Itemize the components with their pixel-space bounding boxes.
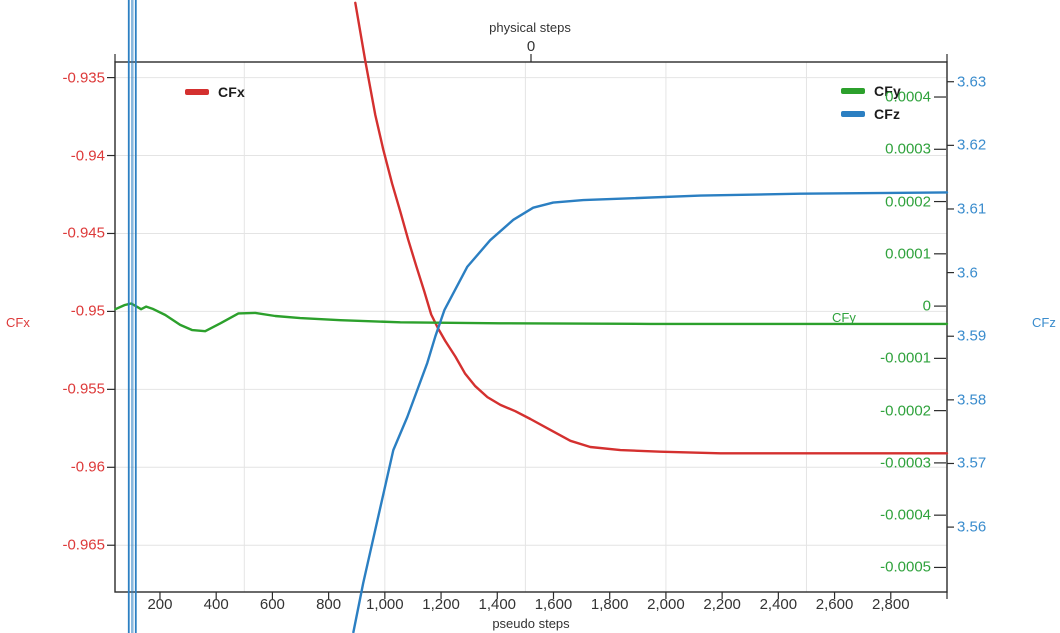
x-tick-label: 1,200 [422,596,460,613]
legend-swatch-cfy [841,88,865,94]
x-tick-label: 400 [203,596,229,613]
cfy-curve-label: CFy [832,310,856,325]
series-cfx-curve [354,1,949,455]
cfz-tick-label: 3.61 [957,200,987,218]
cfx-tick-label: -0.955 [62,380,105,398]
legend-item-cfx[interactable]: CFx [185,84,245,100]
x-tick-label: 1,000 [366,596,404,613]
cfx-tick-label: -0.96 [70,458,105,476]
cfx-tick-label: -0.945 [62,224,105,242]
legend-label-cfz: CFz [874,106,901,122]
x-tick-label: 1,400 [478,596,517,613]
legend-swatch-cfx [185,89,209,95]
legend-swatch-cfz [841,111,865,117]
series-cfy-curve [114,302,949,333]
legend-label-cfy: CFy [874,83,902,99]
cfz-tick-label: 3.63 [957,73,987,91]
x-tick-label: 2,800 [872,596,910,613]
cfy-tick-label: -0.0002 [880,402,931,420]
plot-border [114,61,948,593]
x-tick-label: 1,800 [590,596,629,613]
series-cfz-curve [352,191,949,633]
cfy-tick-label: 0.0002 [885,193,931,211]
top-tick-label: 0 [526,38,536,55]
cfy-tick-label: 0 [922,297,931,315]
cfy-tick-label: 0.0001 [885,245,931,263]
cfy-tick-label: -0.0004 [880,506,931,524]
x-axis-title: pseudo steps [492,616,570,631]
legend-item-cfy[interactable]: CFy [841,83,901,99]
cfz-tick-label: 3.57 [957,454,987,472]
cfz-axis-title: CFz [1032,315,1056,330]
cfx-axis-title: CFx [6,315,30,330]
x-tick-label: 2,200 [703,596,741,613]
x-tick-label: 2,400 [759,596,798,613]
x-tick-label: 800 [316,596,342,613]
x-tick-label: 2,000 [647,596,685,613]
cfy-tick-label: -0.0001 [880,349,931,367]
x-tick-label: 2,600 [815,596,854,613]
cfx-tick-label: -0.95 [70,302,105,320]
cfy-tick-label: 0.0003 [885,140,931,158]
x-tick-label: 600 [259,596,285,613]
cfy-tick-label: 0.0004 [885,88,931,106]
top-axis-title: physical steps [489,20,571,35]
legend-item-cfz[interactable]: CFz [841,106,900,122]
cfz-tick-label: 3.62 [957,136,987,154]
cfy-tick-label: -0.0003 [880,454,931,472]
cfx-tick-label: -0.935 [62,69,105,87]
cfz-tick-label: 3.58 [957,391,987,409]
x-tick-label: 1,600 [534,596,573,613]
cfx-tick-label: -0.965 [62,536,105,554]
cfx-tick-label: -0.94 [70,147,105,165]
cfz-tick-label: 3.56 [957,518,987,536]
cfy-tick-label: -0.0005 [880,558,931,576]
cfz-tick-label: 3.59 [957,327,987,345]
x-tick-label: 200 [147,596,173,613]
cfz-tick-label: 3.6 [957,264,978,282]
legend-label-cfx: CFx [218,84,246,100]
